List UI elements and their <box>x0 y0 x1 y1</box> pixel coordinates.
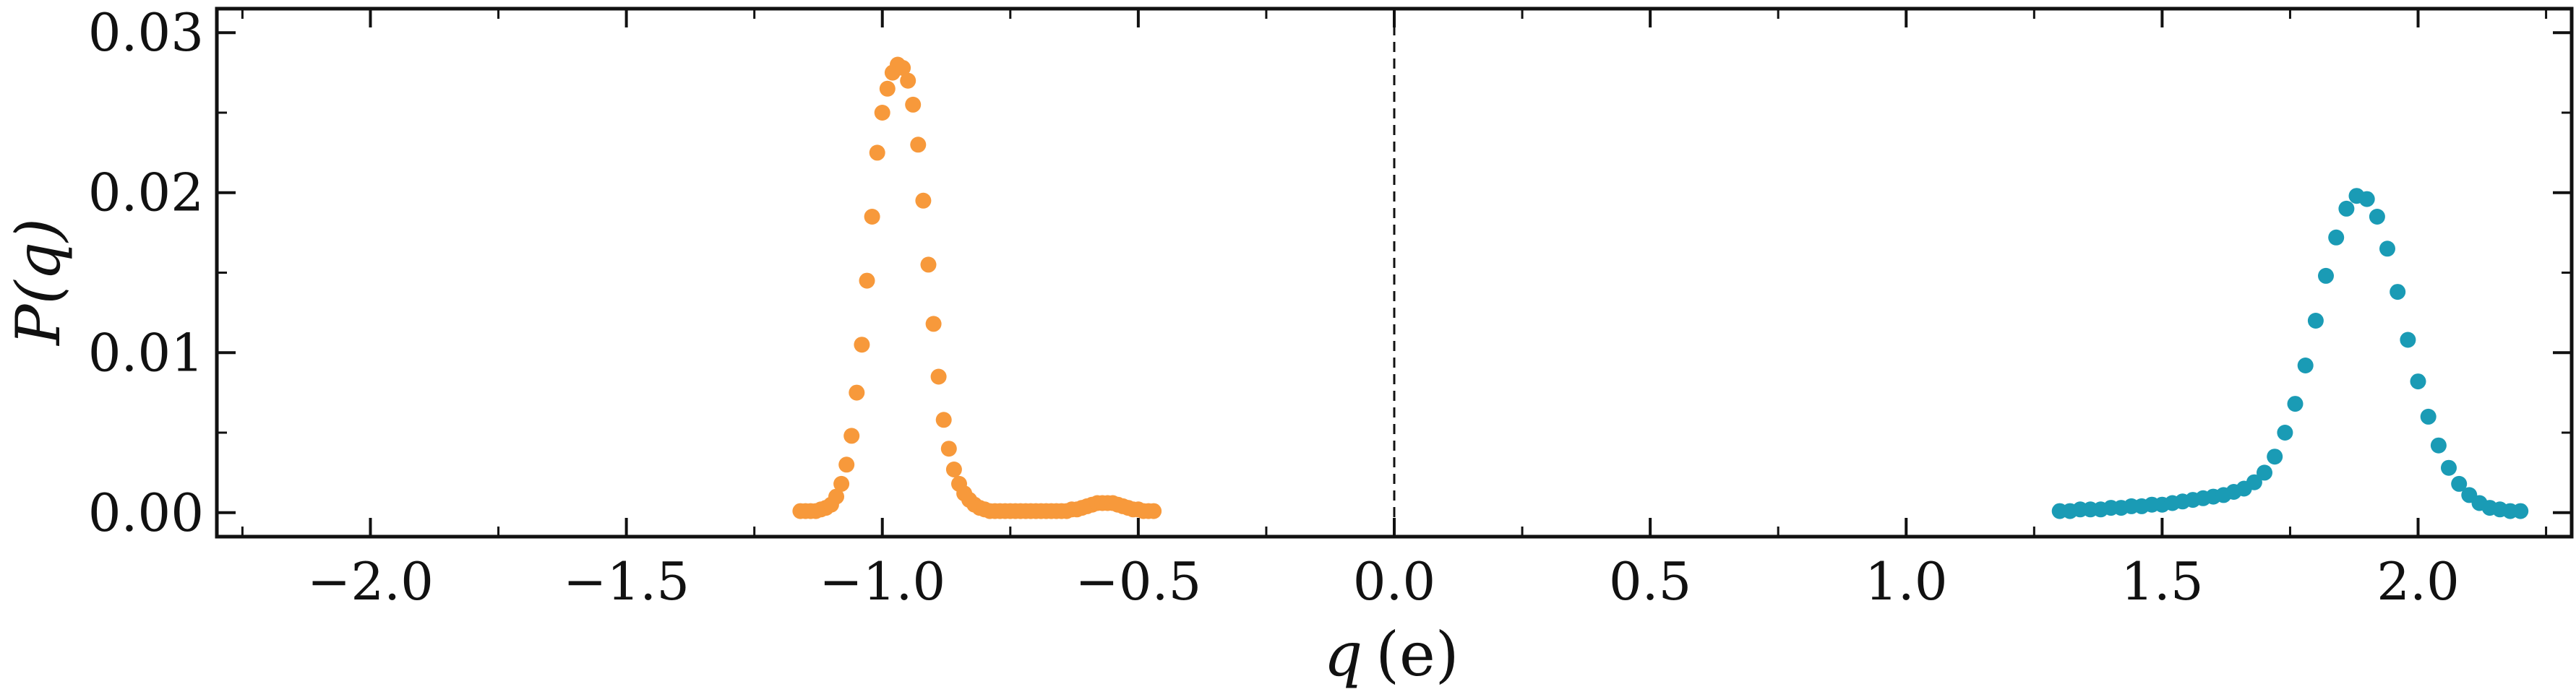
data-point-series-1 <box>874 105 890 121</box>
data-point-series-1 <box>828 488 844 505</box>
data-point-series-1 <box>838 456 855 473</box>
data-point-series-2 <box>2297 358 2314 373</box>
axes-layer: −2.0 −1.5 −1.0 −0.5 0.0 0.5 1.0 1.5 2.0 0.00 0.01 0… <box>88 2 2574 612</box>
data-point-series-2 <box>2441 459 2457 476</box>
data-point-series-1 <box>849 384 865 401</box>
x-tick-label: −2.0 <box>307 551 434 612</box>
data-point-series-2 <box>2257 464 2272 481</box>
x-tick-label: 0.5 <box>1609 551 1692 612</box>
data-point-series-1 <box>869 144 885 161</box>
data-point-series-1 <box>900 72 916 89</box>
data-point-series-2 <box>2318 267 2334 284</box>
x-tick-label: −1.5 <box>563 551 690 612</box>
data-point-series-2 <box>2430 437 2447 454</box>
data-point-series-2 <box>2451 475 2468 492</box>
data-point-series-1 <box>879 80 896 97</box>
data-point-series-1 <box>843 428 860 444</box>
y-axis-label: P(q) <box>3 218 74 347</box>
data-point-series-1 <box>930 368 947 385</box>
data-point-series-2 <box>2512 503 2529 519</box>
data-point-series-2 <box>2287 396 2304 412</box>
x-axis-unit: (e) <box>1375 619 1459 690</box>
data-point-series-1 <box>833 475 850 492</box>
data-point-series-2 <box>2390 284 2406 300</box>
data-point-series-2 <box>2267 449 2283 465</box>
data-point-series-1 <box>940 441 957 457</box>
x-tick-label: 1.5 <box>2121 551 2204 612</box>
data-point-series-1 <box>905 96 922 113</box>
y-tick-label: 0.01 <box>88 322 204 383</box>
data-point-series-1 <box>925 316 942 332</box>
x-tick-label: 2.0 <box>2377 551 2460 612</box>
data-point-series-2 <box>2338 200 2355 217</box>
data-point-series-2 <box>2246 474 2262 490</box>
data-point-series-1 <box>910 137 927 153</box>
data-point-series-2 <box>2369 209 2385 225</box>
data-point-series-1 <box>945 462 962 477</box>
y-tick-label: 0.00 <box>88 482 204 543</box>
x-tick-label: −0.5 <box>1075 551 1201 612</box>
data-point-series-2 <box>2358 191 2375 207</box>
data-point-series-1 <box>854 337 870 353</box>
data-point-series-2 <box>2379 241 2395 257</box>
data-point-series-1 <box>859 272 875 289</box>
data-point-series-1 <box>864 209 880 225</box>
data-point-series-2 <box>2328 229 2345 246</box>
data-point-series-2 <box>2307 313 2324 329</box>
data-point-series-1 <box>920 256 937 273</box>
data-point-series-1 <box>935 412 952 428</box>
x-tick-label: 0.0 <box>1353 551 1436 612</box>
data-point-series-2 <box>2410 373 2426 390</box>
data-point-series-2 <box>2277 425 2293 441</box>
data-point-series-2 <box>2400 332 2416 348</box>
x-tick-label: 1.0 <box>1865 551 1948 612</box>
data-point-series-1 <box>1146 503 1162 519</box>
series-layer <box>792 56 2529 519</box>
data-point-series-1 <box>895 60 911 76</box>
y-tick-label: 0.02 <box>88 163 204 223</box>
x-axis-label: q (e) <box>1323 619 1459 690</box>
y-tick-label: 0.03 <box>88 2 204 63</box>
x-tick-label: −1.0 <box>819 551 945 612</box>
x-axis-variable: q <box>1323 619 1362 690</box>
data-point-series-2 <box>2420 408 2437 425</box>
data-point-series-1 <box>915 192 932 209</box>
